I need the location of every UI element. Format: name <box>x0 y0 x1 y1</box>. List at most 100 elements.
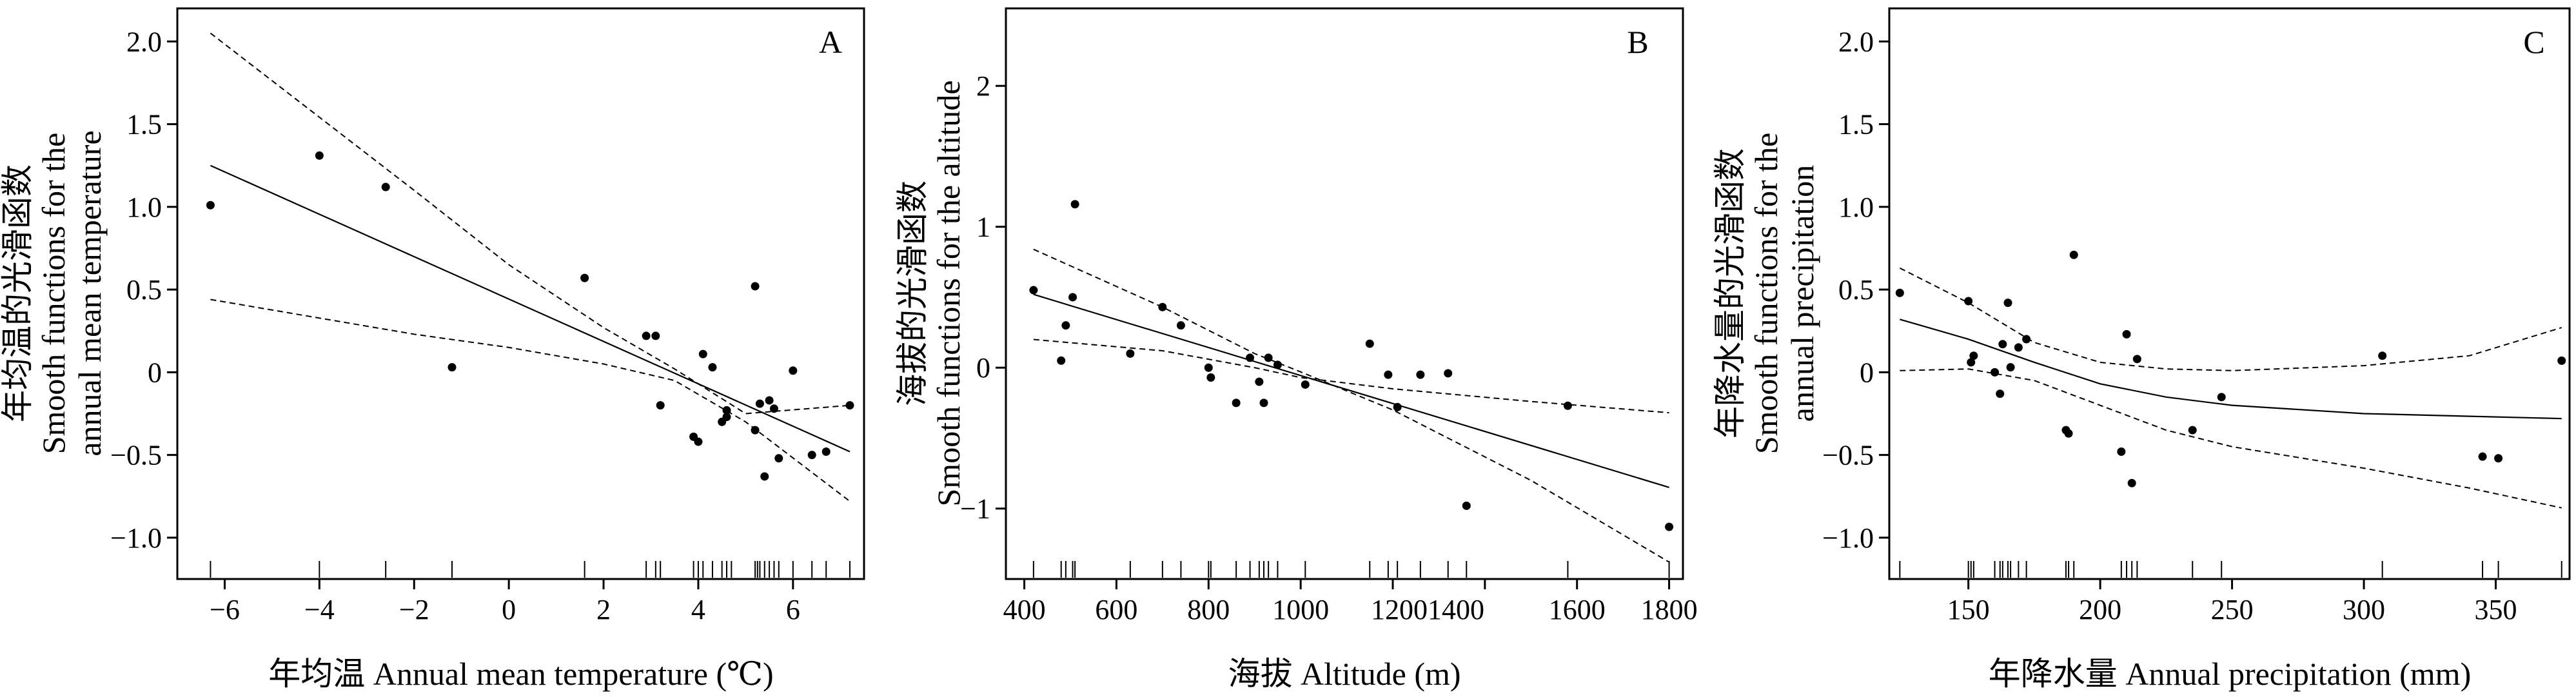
panel-a-data-point <box>447 363 457 372</box>
panel-b-data-point <box>1384 370 1393 379</box>
panel-a-data-point <box>774 454 783 463</box>
panel-b: B 海拔的光滑函数 Smooth functions for the altit… <box>894 7 1698 692</box>
panel-b-y-title-line1: 海拔的光滑函数 <box>894 181 930 406</box>
panel-a-data-point <box>751 426 760 435</box>
panel-a-data-point <box>821 447 831 456</box>
panel-c-data-point <box>1895 288 1904 297</box>
panel-a-plot: −1.0 −0.5 0 0.5 1.0 1.5 2.0 −6 −4 −2 0 2 4 6 <box>110 26 854 625</box>
panel-a-ci-upper-line <box>210 32 850 415</box>
panel-c-data-point <box>1991 368 2000 377</box>
panel-b-x-title: 海拔 Altitude (m) <box>1228 656 1460 692</box>
panel-c-fit-line <box>1900 319 2562 420</box>
panel-b-data-point <box>1206 373 1215 382</box>
panel-b-ci-upper-line <box>1033 248 1670 563</box>
panel-b-ytick-label: 0 <box>976 352 990 384</box>
panel-a-x-title: 年均温 Annual mean temperature (℃) <box>268 656 773 692</box>
panel-c-ci-lower-line <box>1900 368 2562 509</box>
panel-a-data-point <box>769 404 778 413</box>
panel-b-data-point <box>1665 522 1674 531</box>
panel-b-data-point <box>1444 369 1453 378</box>
panel-b-data-point <box>1301 380 1310 389</box>
panel-b-xtick-label: 800 <box>1187 594 1230 625</box>
panel-a-data-point <box>206 201 215 210</box>
panel-a-data-point <box>651 331 660 340</box>
panel-a-data-point <box>381 182 390 191</box>
panel-a-xtick-label: 6 <box>786 594 800 625</box>
panel-a-data-point <box>708 363 717 372</box>
panel-c-data-point <box>2064 429 2073 438</box>
panel-c-data-point <box>2188 426 2197 435</box>
panel-a-data-point <box>722 406 731 415</box>
panel-b-data-point <box>1176 321 1185 330</box>
panel-b-plot: −1 0 1 2 400 600 800 1000 12001400 1600 1800 <box>960 70 1697 625</box>
panel-c-data-point <box>1964 297 1973 306</box>
panel-b-data-point <box>1563 401 1572 410</box>
panel-a-data-point <box>845 401 854 410</box>
panel-c-ytick-label: 1.5 <box>1838 109 1874 141</box>
panel-b-fit-line <box>1033 293 1669 489</box>
panel-b-data-point <box>1273 360 1282 369</box>
panel-a-letter: A <box>819 24 842 60</box>
panel-c-y-title-line2: Smooth functions for the <box>1748 133 1784 455</box>
panel-c-data-point <box>2494 454 2503 463</box>
panel-b-data-point <box>1070 200 1079 209</box>
panel-c-x-title: 年降水量 Annual precipitation (mm) <box>1989 656 2471 692</box>
panel-c-data-point <box>2022 335 2031 344</box>
panel-a-data-point <box>698 349 707 358</box>
panel-b-xtick-label: 600 <box>1095 594 1137 625</box>
panel-b-y-title-line2: Smooth functions for the altitude <box>930 80 967 506</box>
panel-a-data-point <box>694 437 703 446</box>
panel-b-xtick-label: 1600 <box>1549 594 1606 625</box>
panel-a-xtick-label: 0 <box>502 594 516 625</box>
panel-b-data-point <box>1232 398 1241 407</box>
panel-b-frame <box>1005 7 1684 580</box>
panel-c-data-point <box>1998 340 2007 349</box>
panel-b-data-point <box>1061 321 1070 330</box>
panel-c-data-point <box>1996 389 2005 398</box>
panel-c-data-point <box>2069 250 2078 259</box>
panel-a-y-title: 年均温的光滑函数 Smooth functions for the annual… <box>0 130 108 456</box>
panel-b-data-point <box>1246 353 1255 362</box>
panel-a-xtick-label: −6 <box>210 594 240 625</box>
panel-a-xtick-label: 4 <box>691 594 705 625</box>
panel-a-y-title-line2: Smooth functions for the <box>35 133 72 455</box>
panel-c-xtick-label: 350 <box>2475 594 2517 625</box>
panel-c-ytick-label: 0.5 <box>1838 274 1874 306</box>
panel-a-y-title-line1: 年均温的光滑函数 <box>0 164 35 422</box>
panel-b-ytick-label: −1 <box>960 493 990 525</box>
panel-b-data-point <box>1264 353 1273 362</box>
panel-c-data-point <box>2117 447 2126 456</box>
panel-a-ytick-label: −1.0 <box>110 522 162 554</box>
panel-c-y-title-line3: annual precipitation <box>1784 165 1820 422</box>
panel-b-data-point <box>1057 356 1066 365</box>
panel-c-data-point <box>2006 363 2015 372</box>
panel-b-data-point <box>1259 398 1268 407</box>
panel-c-plot: −1.0 −0.5 0 0.5 1.0 1.5 2.0 150 200 250 300 350 <box>1822 26 2566 625</box>
panel-c-data-point <box>2378 351 2387 360</box>
panel-a-data-point <box>656 401 665 410</box>
panel-c-frame <box>1888 7 2571 580</box>
panel-b-data-point <box>1255 377 1264 386</box>
panel-a-data-point <box>751 282 760 291</box>
panel-b-xtick-label: 1000 <box>1272 594 1329 625</box>
panel-a-ci-lower-line <box>210 299 850 502</box>
panel-b-data-point <box>1158 302 1167 311</box>
panel-b-ytick-label: 2 <box>976 70 990 102</box>
panel-c-ytick-label: −0.5 <box>1822 440 1874 471</box>
panel-a-data-point <box>642 331 651 340</box>
panel-c-ci-upper-line <box>1899 267 2562 371</box>
panel-b-data-point <box>1126 349 1135 358</box>
panel-a-xtick-label: 2 <box>596 594 611 625</box>
panel-c-ytick-label: 2.0 <box>1838 26 1874 57</box>
panel-c-y-title-line1: 年降水量的光滑函数 <box>1712 148 1748 438</box>
panel-a-data-point <box>722 413 731 422</box>
panel-b-y-title: 海拔的光滑函数 Smooth functions for the altitud… <box>894 80 967 506</box>
panel-c-data-point <box>2557 356 2566 365</box>
panel-c-ytick-label: 0 <box>1860 357 1874 388</box>
panel-a-fit-line <box>210 164 850 453</box>
panel-c-letter: C <box>2523 24 2544 60</box>
panel-c-xtick-label: 300 <box>2343 594 2385 625</box>
panel-c-data-point <box>2122 329 2131 339</box>
panel-a-ytick-label: 2.0 <box>126 26 162 57</box>
